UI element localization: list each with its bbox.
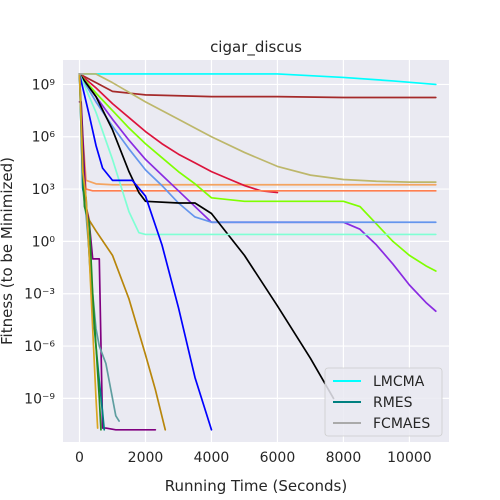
series-line-18 [78,73,99,429]
y-axis-label: Fitness (to be Minimized) [0,157,16,345]
series-line-12 [78,73,213,431]
chart-title: cigar_discus [210,38,302,57]
legend-label: FCMAES [373,416,430,432]
grid-lines [63,60,449,442]
x-tick-label: 10000 [387,450,432,466]
y-tick-label: 10⁻⁶ [24,339,55,355]
series-line-5 [78,73,279,194]
x-tick-label: 2000 [128,450,164,466]
series-line-2 [78,73,437,99]
series-line-lmcma [78,73,437,86]
series-line-10 [78,73,335,400]
legend-box [324,367,443,437]
series-line-7 [78,73,437,272]
tick-labels: 0 2000 4000 6000 8000 10000 10⁹ 10⁶ 10³ 10⁰ 10⁻³ 10… [24,77,432,466]
y-tick-label: 10⁰ [32,234,56,250]
x-tick-label: 4000 [194,450,230,466]
x-tick-label: 8000 [326,450,362,466]
y-tick-label: 10⁻³ [24,287,55,303]
y-tick-label: 10³ [32,182,55,198]
series-line-14 [78,101,157,431]
legend: LMCMA RMES FCMAES [324,367,443,437]
series-layer [78,73,437,431]
x-axis-label: Running Time (Seconds) [165,477,347,495]
series-line-3 [78,73,437,183]
y-tick-label: 10⁶ [32,130,56,146]
series-line-17 [78,73,102,431]
y-tick-label: 10⁹ [32,77,56,93]
legend-label: RMES [373,395,413,411]
x-tick-label: 0 [75,450,84,466]
y-tick-label: 10⁻⁹ [24,391,55,407]
x-tick-label: 6000 [260,450,296,466]
series-line-11 [78,73,437,236]
legend-label: LMCMA [373,374,425,390]
